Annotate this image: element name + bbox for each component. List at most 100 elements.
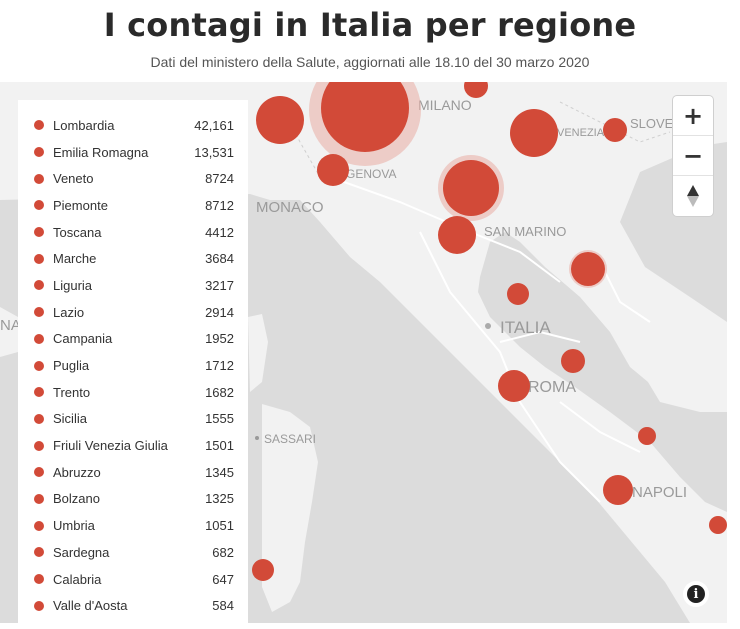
legend-item-piemonte[interactable]: Piemonte 8712: [18, 192, 248, 219]
bubble-umbria[interactable]: [507, 283, 529, 305]
legend-dot: [34, 307, 44, 318]
legend-dot: [34, 467, 44, 478]
legend-item-campania[interactable]: Campania 1952: [18, 326, 248, 353]
legend-item-lombardia[interactable]: Lombardia 42,161: [18, 112, 248, 139]
legend-value: 1501: [205, 438, 234, 454]
bubble-marche[interactable]: [571, 252, 605, 286]
bubble-piemonte[interactable]: [256, 96, 304, 144]
bubble-emilia-romagna[interactable]: [443, 160, 499, 216]
zoom-out-button[interactable]: −: [673, 136, 713, 176]
legend-value: 1051: [205, 518, 234, 534]
legend-name: Sicilia: [53, 411, 87, 427]
legend-value: 8724: [205, 171, 234, 187]
legend-item-liguria[interactable]: Liguria 3217: [18, 272, 248, 299]
label-napoli: NAPOLI: [632, 484, 687, 501]
label-sassari: SASSARI: [264, 432, 316, 446]
legend-name: Calabria: [53, 571, 102, 587]
bubble-liguria[interactable]: [317, 154, 349, 186]
info-button[interactable]: i: [683, 581, 709, 607]
legend-item-puglia[interactable]: Puglia 1712: [18, 352, 248, 379]
bubble-sardegna[interactable]: [252, 559, 274, 581]
page-title: I contagi in Italia per regione: [103, 6, 637, 44]
legend-item-trento[interactable]: Trento 1682: [18, 379, 248, 406]
label-genova: GENOVA: [346, 167, 396, 181]
legend-item-umbria[interactable]: Umbria 1051: [18, 512, 248, 539]
legend-name: Trento: [53, 384, 91, 400]
legend-name: Veneto: [53, 171, 94, 187]
bubble-veneto[interactable]: [510, 109, 558, 157]
legend-item-friuli-venezia-giulia[interactable]: Friuli Venezia Giulia 1501: [18, 432, 248, 459]
legend: Lombardia 42,161 Emilia Romagna 13,531 V…: [18, 100, 248, 623]
legend-item-calabria[interactable]: Calabria 647: [18, 566, 248, 593]
bubble-lazio[interactable]: [498, 370, 530, 402]
bubble-puglia[interactable]: [638, 427, 656, 445]
legend-value: 42,161: [194, 117, 234, 133]
legend-value: 8712: [205, 197, 234, 213]
legend-dot: [34, 387, 44, 398]
label-edge-left: NA: [0, 317, 21, 334]
legend-dot: [34, 600, 44, 611]
legend-item-lazio[interactable]: Lazio 2914: [18, 299, 248, 326]
legend-name: Puglia: [53, 358, 90, 374]
legend-value: 13,531: [194, 144, 234, 160]
bubbles: [252, 82, 727, 581]
legend-name: Liguria: [53, 277, 93, 293]
italia-marker: [485, 323, 491, 329]
bubble-campania[interactable]: [603, 475, 633, 505]
legend-dot: [34, 360, 44, 371]
info-icon: i: [687, 585, 705, 603]
legend-value: 647: [212, 571, 234, 587]
compass-icon: [687, 185, 699, 207]
legend-dot: [34, 493, 44, 504]
legend-dot: [34, 333, 44, 344]
page-subtitle: Dati del ministero della Salute, aggiorn…: [150, 54, 590, 70]
legend-dot: [34, 173, 44, 184]
legend-value: 1712: [205, 358, 234, 374]
legend-dot: [34, 227, 44, 238]
legend-value: 1952: [205, 331, 234, 347]
legend-value: 1555: [205, 411, 234, 427]
label-san-marino: SAN MARINO: [484, 224, 566, 239]
legend-name: Marche: [53, 251, 97, 267]
legend-name: Lombardia: [53, 117, 115, 133]
legend-dot: [34, 200, 44, 211]
legend-name: Toscana: [53, 224, 102, 240]
label-milano: MILANO: [418, 97, 472, 113]
legend-item-valle-daosta[interactable]: Valle d'Aosta 584: [18, 592, 248, 619]
map-controls: + −: [673, 96, 713, 216]
bubble-lombardia[interactable]: [321, 82, 409, 152]
legend-item-veneto[interactable]: Veneto 8724: [18, 165, 248, 192]
legend-value: 1325: [205, 491, 234, 507]
legend-name: Lazio: [53, 304, 85, 320]
legend-item-sicilia[interactable]: Sicilia 1555: [18, 406, 248, 433]
legend-item-emilia-romagna[interactable]: Emilia Romagna 13,531: [18, 139, 248, 166]
legend-item-toscana[interactable]: Toscana 4412: [18, 219, 248, 246]
bubble-trento[interactable]: [464, 82, 488, 98]
legend-value: 3684: [205, 251, 234, 267]
legend-name: Emilia Romagna: [53, 144, 149, 160]
bubble-friuli[interactable]: [603, 118, 627, 142]
bubble-toscana[interactable]: [438, 216, 476, 254]
legend-dot: [34, 574, 44, 585]
bubble-calabria[interactable]: [709, 516, 727, 534]
label-roma: ROMA: [528, 379, 576, 396]
land-corsica: [248, 314, 268, 392]
legend-dot: [34, 280, 44, 291]
legend-item-sardegna[interactable]: Sardegna 682: [18, 539, 248, 566]
legend-dot: [34, 520, 44, 531]
bubble-abruzzo[interactable]: [561, 349, 585, 373]
legend-name: Friuli Venezia Giulia: [53, 438, 168, 454]
legend-name: Bolzano: [53, 491, 100, 507]
legend-item-marche[interactable]: Marche 3684: [18, 245, 248, 272]
legend-item-bolzano[interactable]: Bolzano 1325: [18, 486, 248, 513]
compass-button[interactable]: [673, 176, 713, 216]
legend-dot: [34, 253, 44, 264]
legend-name: Umbria: [53, 518, 95, 534]
legend-value: 2914: [205, 304, 234, 320]
legend-name: Campania: [53, 331, 113, 347]
legend-name: Abruzzo: [53, 464, 101, 480]
legend-value: 4412: [205, 224, 234, 240]
label-slovenia: SLOVEN: [630, 116, 683, 131]
legend-item-abruzzo[interactable]: Abruzzo 1345: [18, 459, 248, 486]
zoom-in-button[interactable]: +: [673, 96, 713, 136]
